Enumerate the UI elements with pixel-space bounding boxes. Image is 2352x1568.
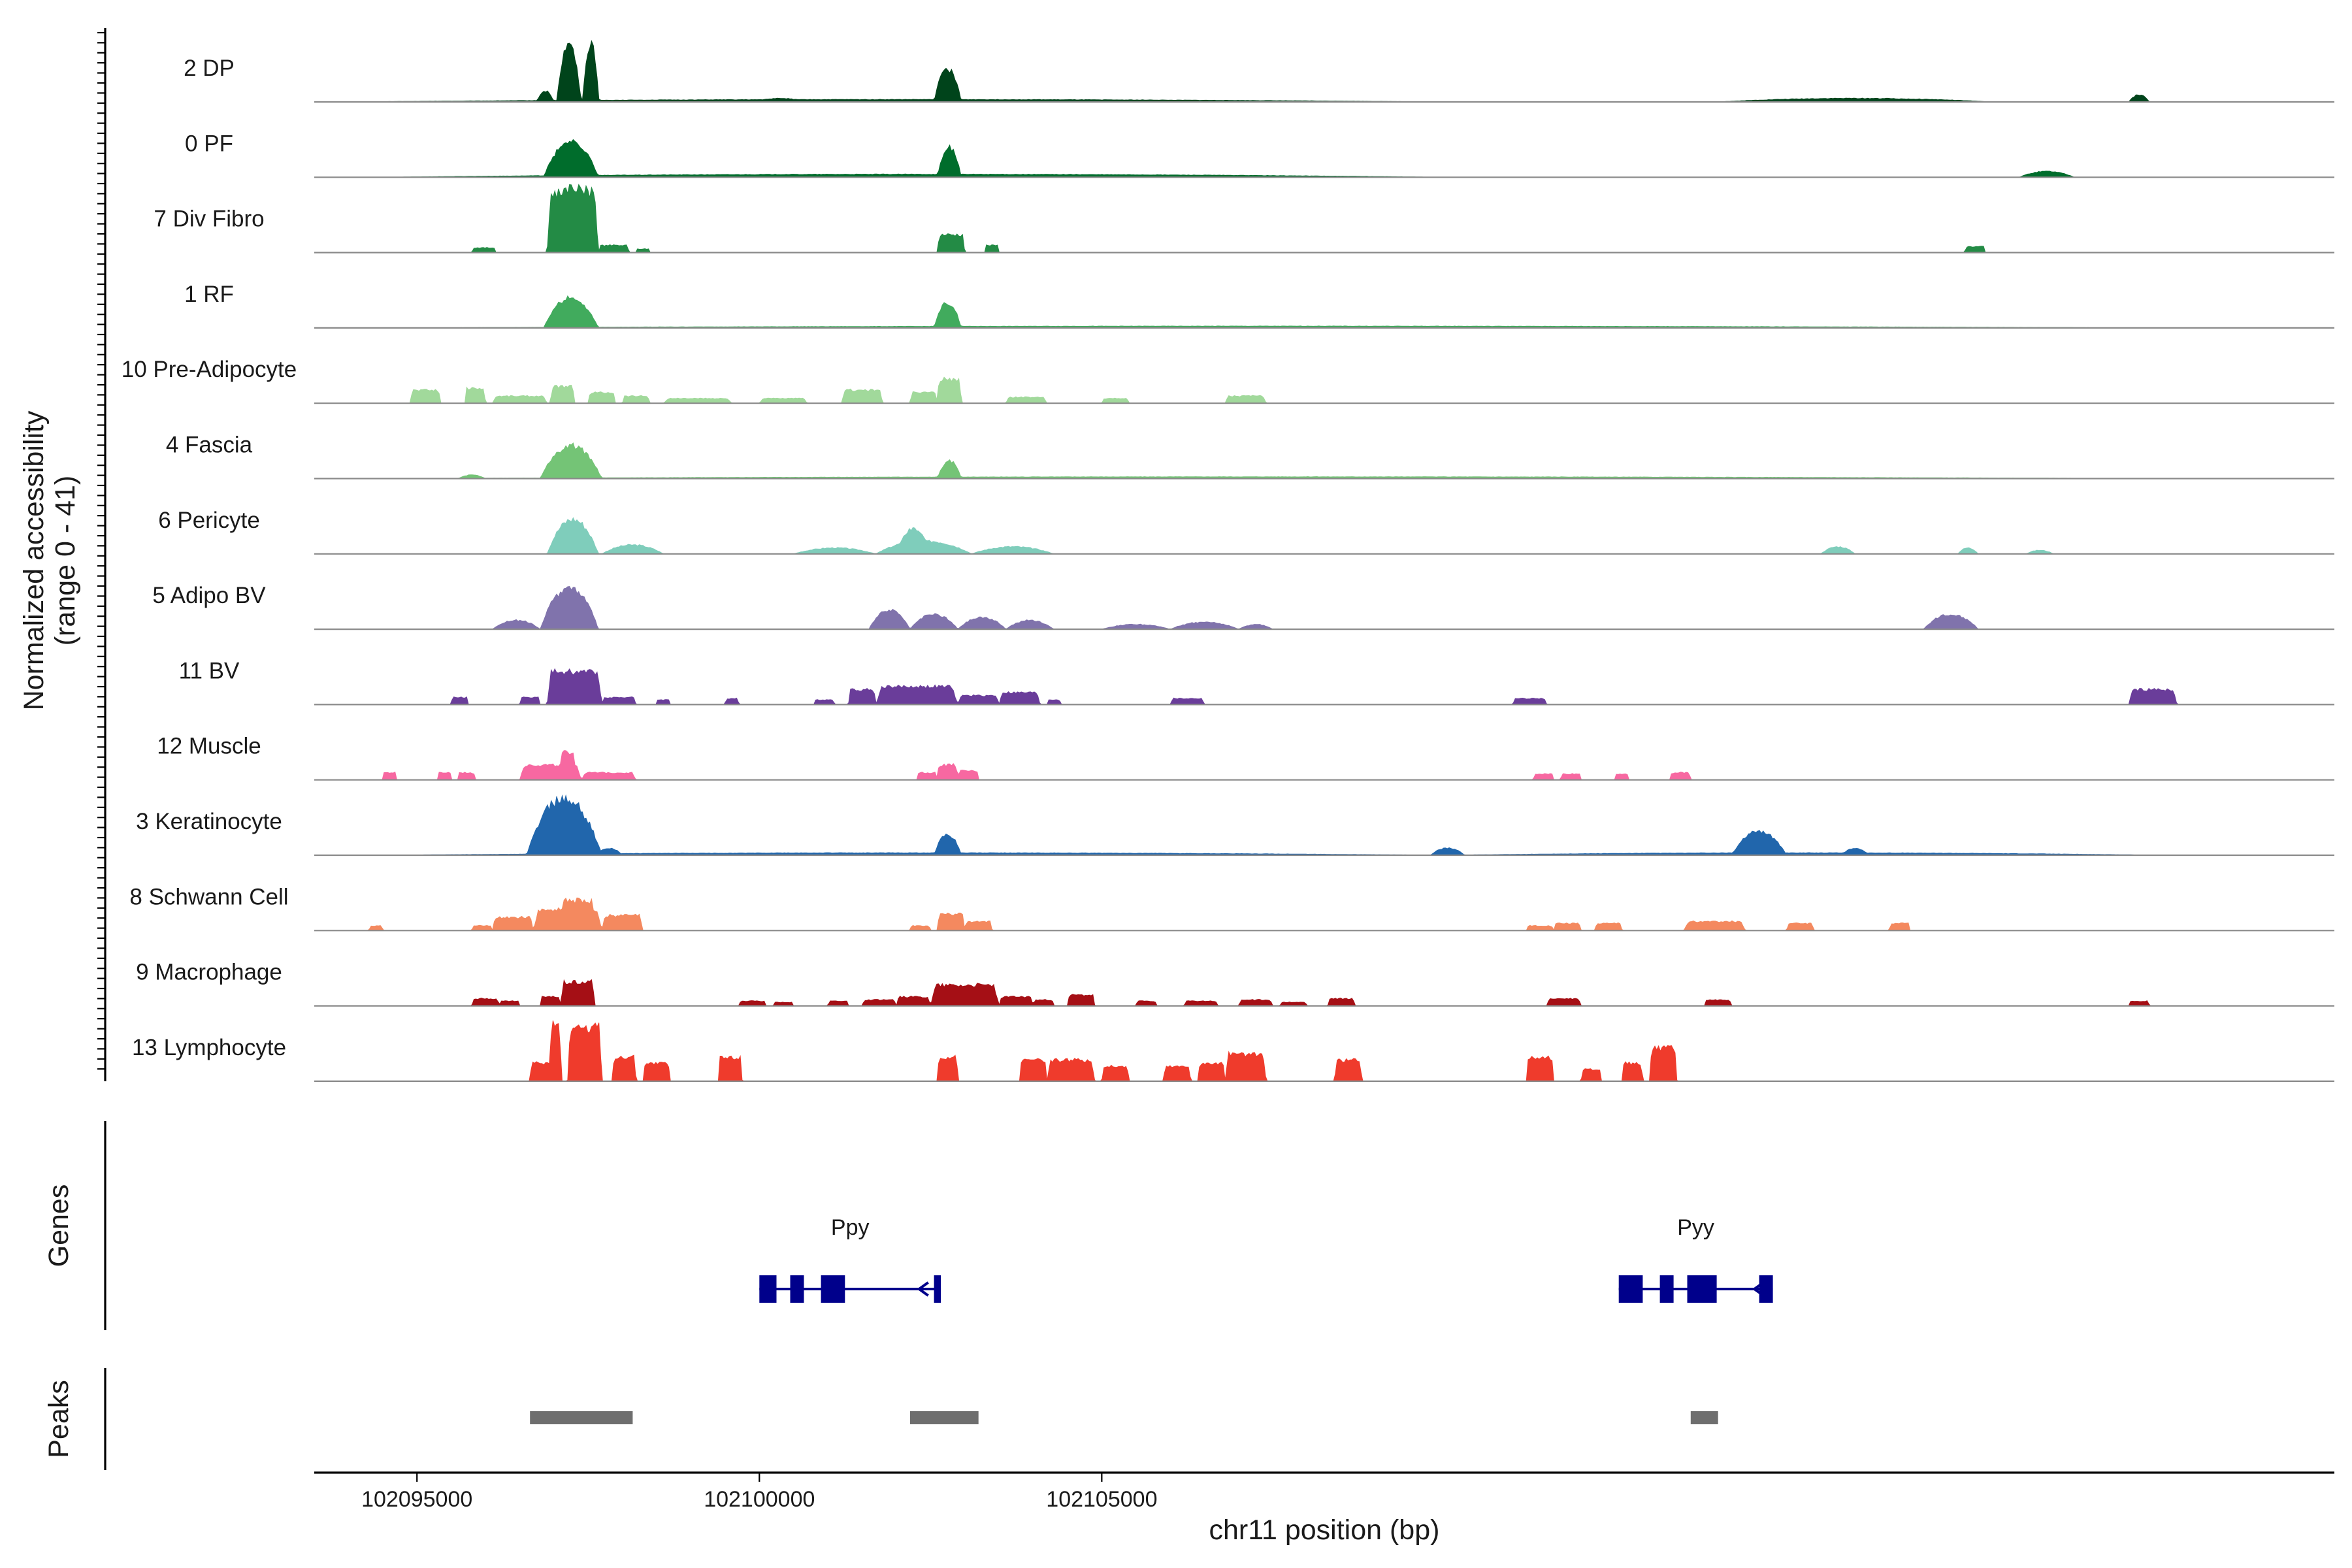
peak-region-bar (909, 1411, 979, 1424)
track-label: 0 PF (185, 131, 233, 156)
gene-exon (1659, 1275, 1674, 1303)
track-label: 4 Fascia (166, 433, 253, 458)
track-coverage-area (314, 794, 2334, 856)
x-tick-label: 102105000 (1046, 1487, 1157, 1512)
track-label: 10 Pre-Adipocyte (122, 357, 297, 382)
track: 0 PF (185, 131, 2334, 178)
track: 6 Pericyte (158, 508, 2334, 555)
track: 9 Macrophage (136, 960, 2334, 1007)
coverage-tracks: 2 DP 0 PF 7 Div Fibro 1 RF 10 Pre-Adipocyte 4… (122, 40, 2334, 1083)
gene-exon (1618, 1275, 1643, 1303)
y-axis-title-line-2: (range 0 - 41) (50, 476, 81, 646)
track: 1 RF (184, 282, 2334, 329)
track-label: 6 Pericyte (158, 508, 260, 533)
track: 7 Div Fibro (154, 184, 2334, 253)
gene-exon (790, 1275, 804, 1303)
track-label: 12 Muscle (157, 734, 261, 759)
peak-regions (530, 1411, 1718, 1424)
track-label: 11 BV (179, 658, 240, 683)
peaks-panel-label: Peaks (43, 1380, 74, 1458)
gene-exon (1687, 1275, 1717, 1303)
track: 3 Keratinocyte (136, 794, 2334, 857)
gene-strand-arrow (917, 1281, 929, 1297)
gene-exon (759, 1275, 777, 1303)
track-label: 13 Lymphocyte (132, 1035, 286, 1060)
gene-exon (1759, 1275, 1773, 1303)
track-label: 1 RF (184, 282, 234, 307)
gene-label: Pyy (1677, 1215, 1714, 1240)
gene-label: Ppy (831, 1215, 870, 1240)
track-label: 9 Macrophage (136, 960, 282, 985)
gene-exon (821, 1275, 845, 1303)
track: 5 Adipo BV (152, 583, 2334, 630)
peak-region-bar (530, 1411, 633, 1424)
track-label: 2 DP (184, 56, 235, 81)
coverage-y-axis-ticks (97, 31, 105, 1070)
peak-region-bar (1690, 1411, 1718, 1424)
x-tick-label: 102095000 (361, 1487, 472, 1512)
track-label: 3 Keratinocyte (136, 809, 282, 834)
track: 2 DP (184, 40, 2334, 103)
track: 10 Pre-Adipocyte (122, 357, 2334, 404)
gene-exon (934, 1275, 941, 1303)
track: 13 Lymphocyte (132, 1021, 2334, 1083)
x-axis-ticks: 102095000 102100000 102105000 (361, 1473, 1157, 1512)
track: 8 Schwann Cell (129, 884, 2334, 932)
gene: Pyy (1618, 1215, 1773, 1303)
genes-panel-label: Genes (43, 1184, 74, 1267)
track: 12 Muscle (157, 734, 2334, 781)
gene: Ppy (759, 1215, 941, 1303)
x-tick-label: 102100000 (704, 1487, 815, 1512)
y-axis-title-line-1: Normalized accessibility (18, 410, 50, 710)
track: 4 Fascia (166, 433, 2334, 480)
gene-strand-arrow (1752, 1281, 1765, 1297)
track: 11 BV (179, 658, 2334, 706)
track-label: 7 Div Fibro (154, 206, 264, 232)
x-axis-title: chr11 position (bp) (1209, 1514, 1440, 1546)
gene-annotations: Ppy Pyy (759, 1215, 1773, 1303)
track-label: 5 Adipo BV (152, 583, 266, 608)
track-label: 8 Schwann Cell (129, 884, 288, 909)
